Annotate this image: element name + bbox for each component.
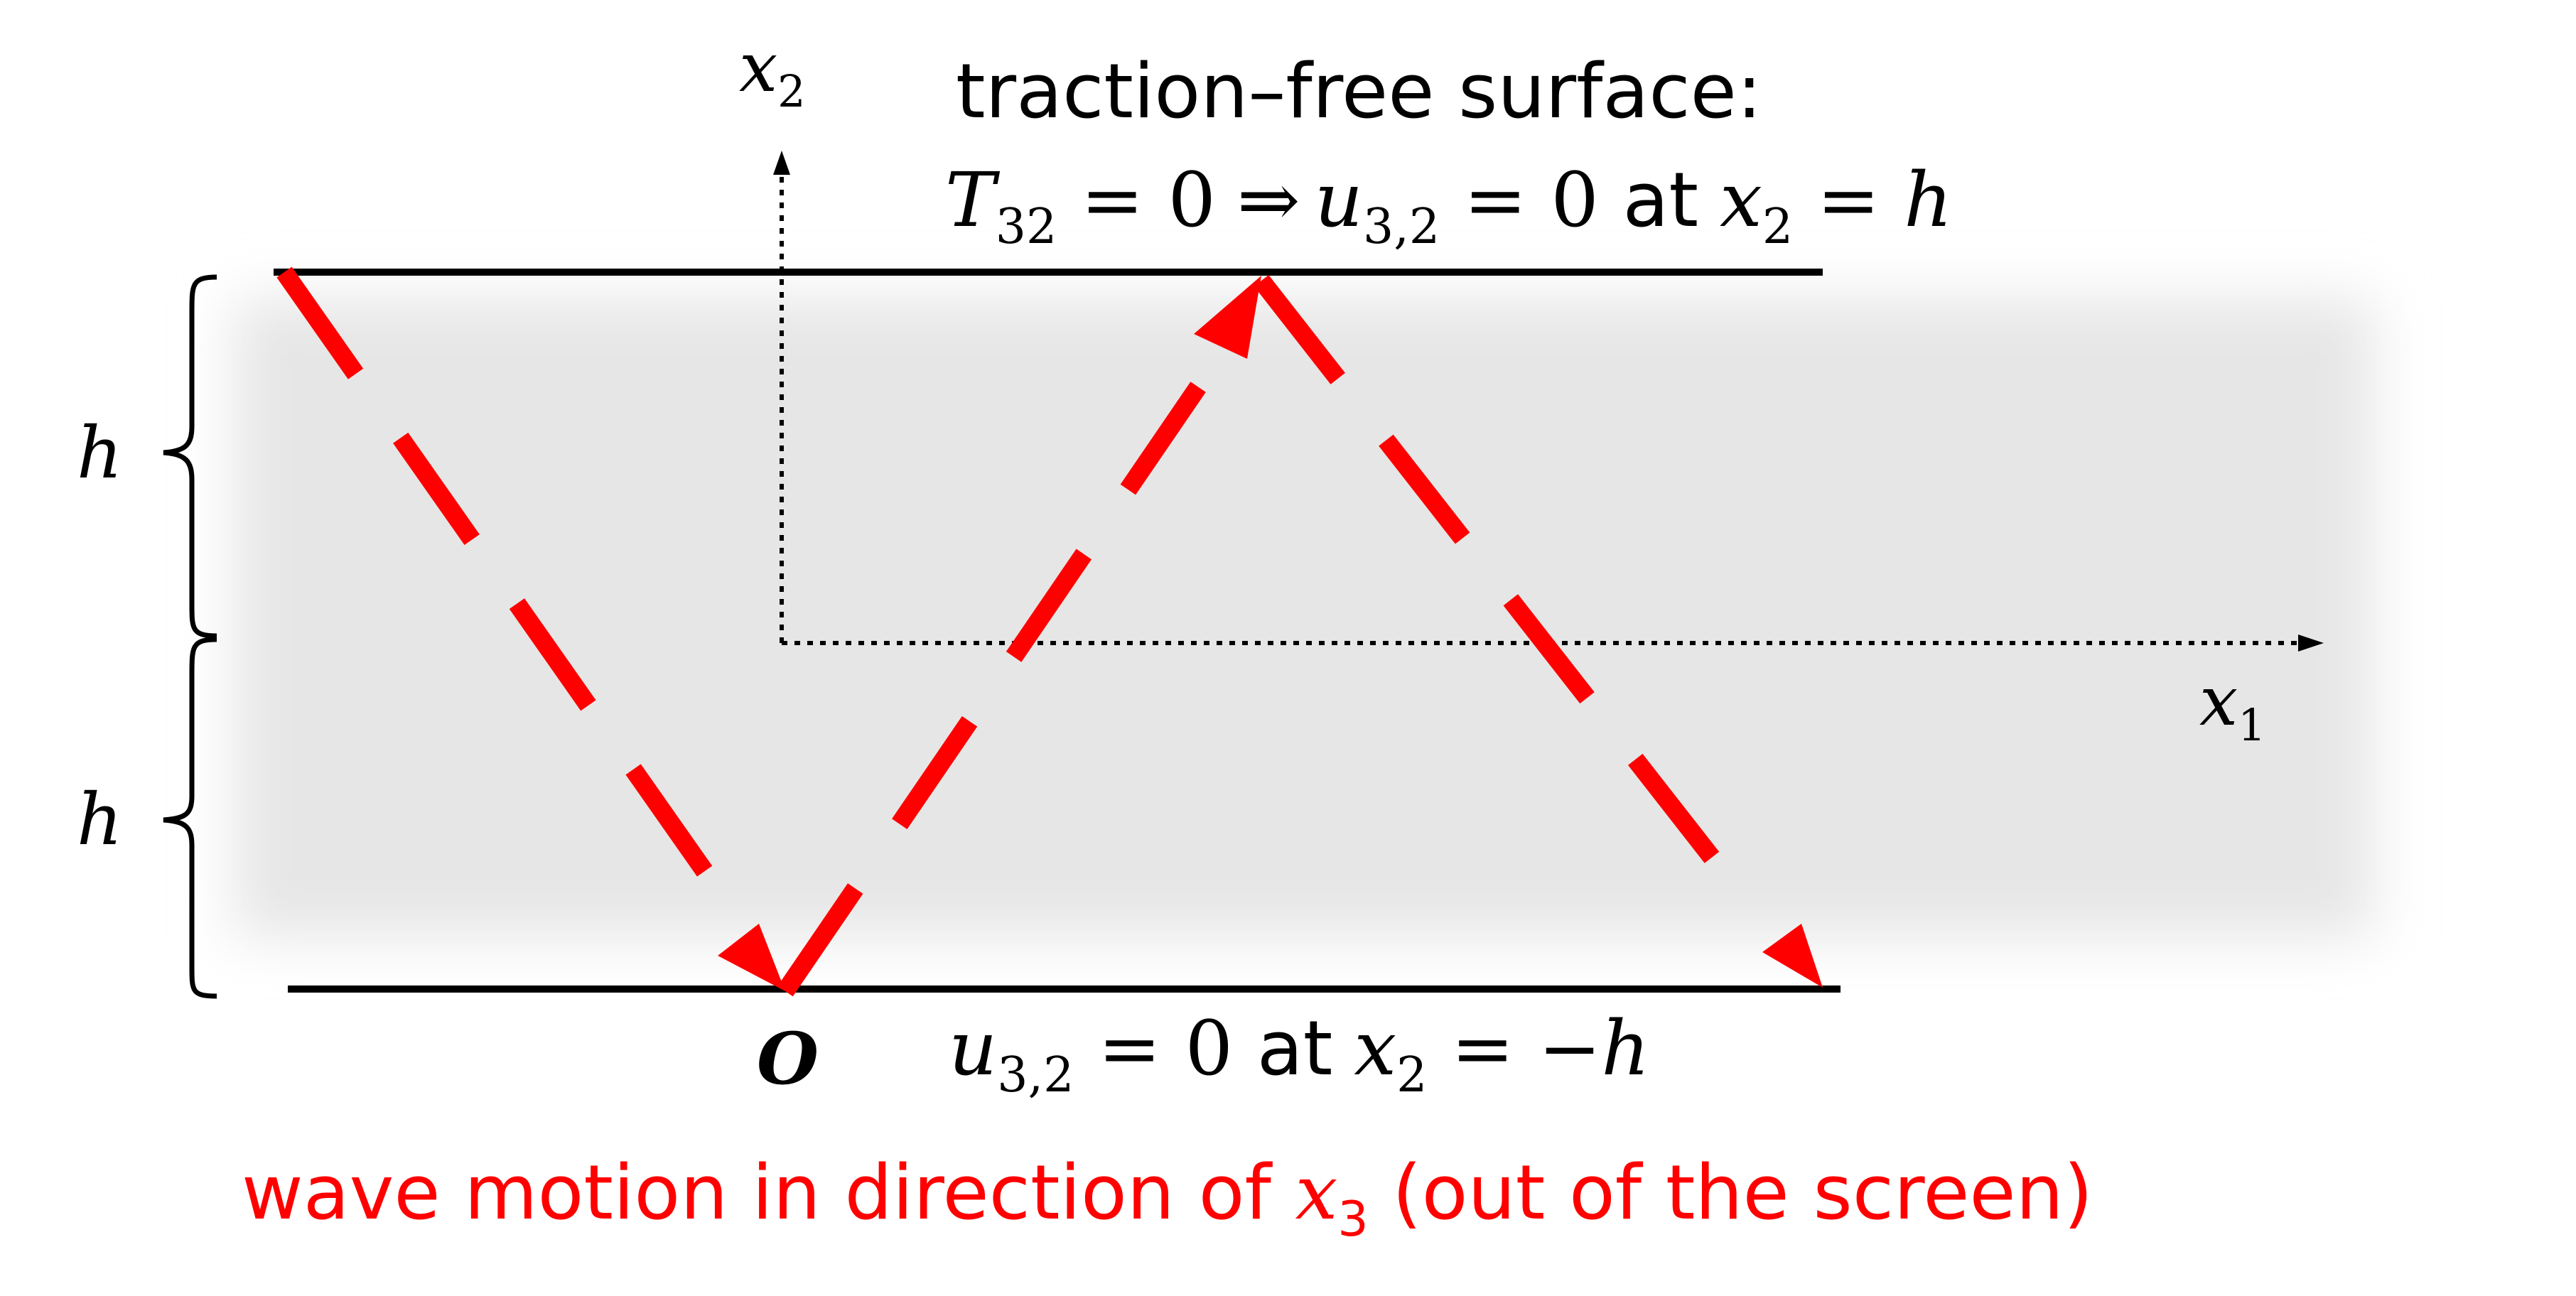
brace-lower-icon bbox=[163, 637, 217, 999]
h-label-lower: h bbox=[77, 778, 122, 861]
x2-axis-label: x2 bbox=[739, 28, 806, 117]
caption: wave motion in direction of x3 (out of t… bbox=[242, 1149, 2093, 1248]
wave-path-icon bbox=[276, 266, 1823, 997]
x1-axis-arrowhead bbox=[2298, 634, 2324, 652]
top-surface-title: traction–free surface: bbox=[956, 48, 1762, 135]
x1-axis-label: x1 bbox=[2199, 662, 2266, 751]
layer-region bbox=[235, 298, 2373, 938]
brace-upper-icon bbox=[163, 274, 217, 639]
bottom-boundary-condition: u3,2 = 0 at x2 = −h bbox=[949, 1005, 1650, 1103]
x2-axis-arrowhead bbox=[773, 151, 790, 175]
top-boundary-condition: T32 = 0 ⇒ u3,2 = 0 at x2 = h bbox=[945, 156, 1953, 255]
origin-label: O bbox=[757, 1017, 819, 1101]
h-label-upper: h bbox=[77, 411, 122, 495]
